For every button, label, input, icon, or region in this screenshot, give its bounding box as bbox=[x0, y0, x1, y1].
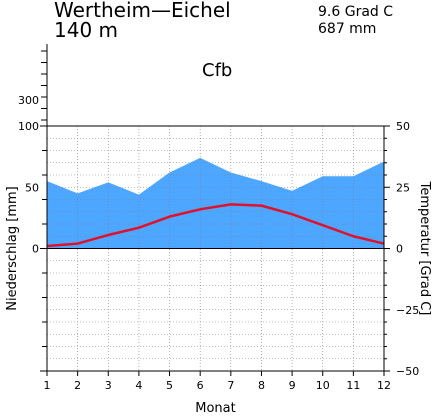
annual-precipitation: 687 mm bbox=[318, 21, 377, 37]
station-elevation: 140 m bbox=[54, 18, 119, 42]
x-tick-label: 3 bbox=[105, 379, 112, 392]
temperature-series bbox=[46, 203, 385, 248]
climate-class: Cfb bbox=[202, 60, 233, 81]
upper-precip-axis bbox=[41, 44, 48, 126]
temperature-line bbox=[46, 203, 385, 248]
x-tick-label: 2 bbox=[74, 379, 81, 392]
precip-area bbox=[47, 157, 384, 249]
x-tick-label: 12 bbox=[377, 379, 391, 392]
left-tick-label: 50 bbox=[25, 181, 39, 194]
x-tick-label: 11 bbox=[346, 379, 360, 392]
x-tick-label: 1 bbox=[44, 379, 51, 392]
mean-temperature: 9.6 Grad C bbox=[318, 4, 394, 20]
x-axis-title: Monat bbox=[195, 401, 235, 416]
right-tick-label: 50 bbox=[396, 120, 410, 133]
grid bbox=[47, 126, 384, 371]
x-tick-label: 6 bbox=[197, 379, 204, 392]
left-tick-label: 100 bbox=[18, 120, 39, 133]
station-name: Wertheim—Eichel bbox=[54, 0, 231, 22]
x-tick-label: 7 bbox=[227, 379, 234, 392]
right-tick-label: 25 bbox=[396, 181, 410, 194]
axes bbox=[40, 125, 390, 376]
left-axis-title: Niederschlag [mm] bbox=[5, 186, 20, 311]
left-tick-label: 300 bbox=[18, 94, 39, 107]
right-tick-label: −25 bbox=[396, 304, 419, 317]
right-axis-title: Temperatur [Grad C] bbox=[417, 181, 432, 316]
right-tick-label: −50 bbox=[396, 365, 419, 378]
right-tick-label: 0 bbox=[396, 243, 403, 256]
left-tick-label: 0 bbox=[32, 243, 39, 256]
x-tick-label: 10 bbox=[316, 379, 330, 392]
x-tick-label: 9 bbox=[289, 379, 296, 392]
precipitation-series bbox=[47, 157, 384, 249]
x-tick-label: 4 bbox=[135, 379, 142, 392]
x-tick-label: 5 bbox=[166, 379, 173, 392]
x-tick-label: 8 bbox=[258, 379, 265, 392]
